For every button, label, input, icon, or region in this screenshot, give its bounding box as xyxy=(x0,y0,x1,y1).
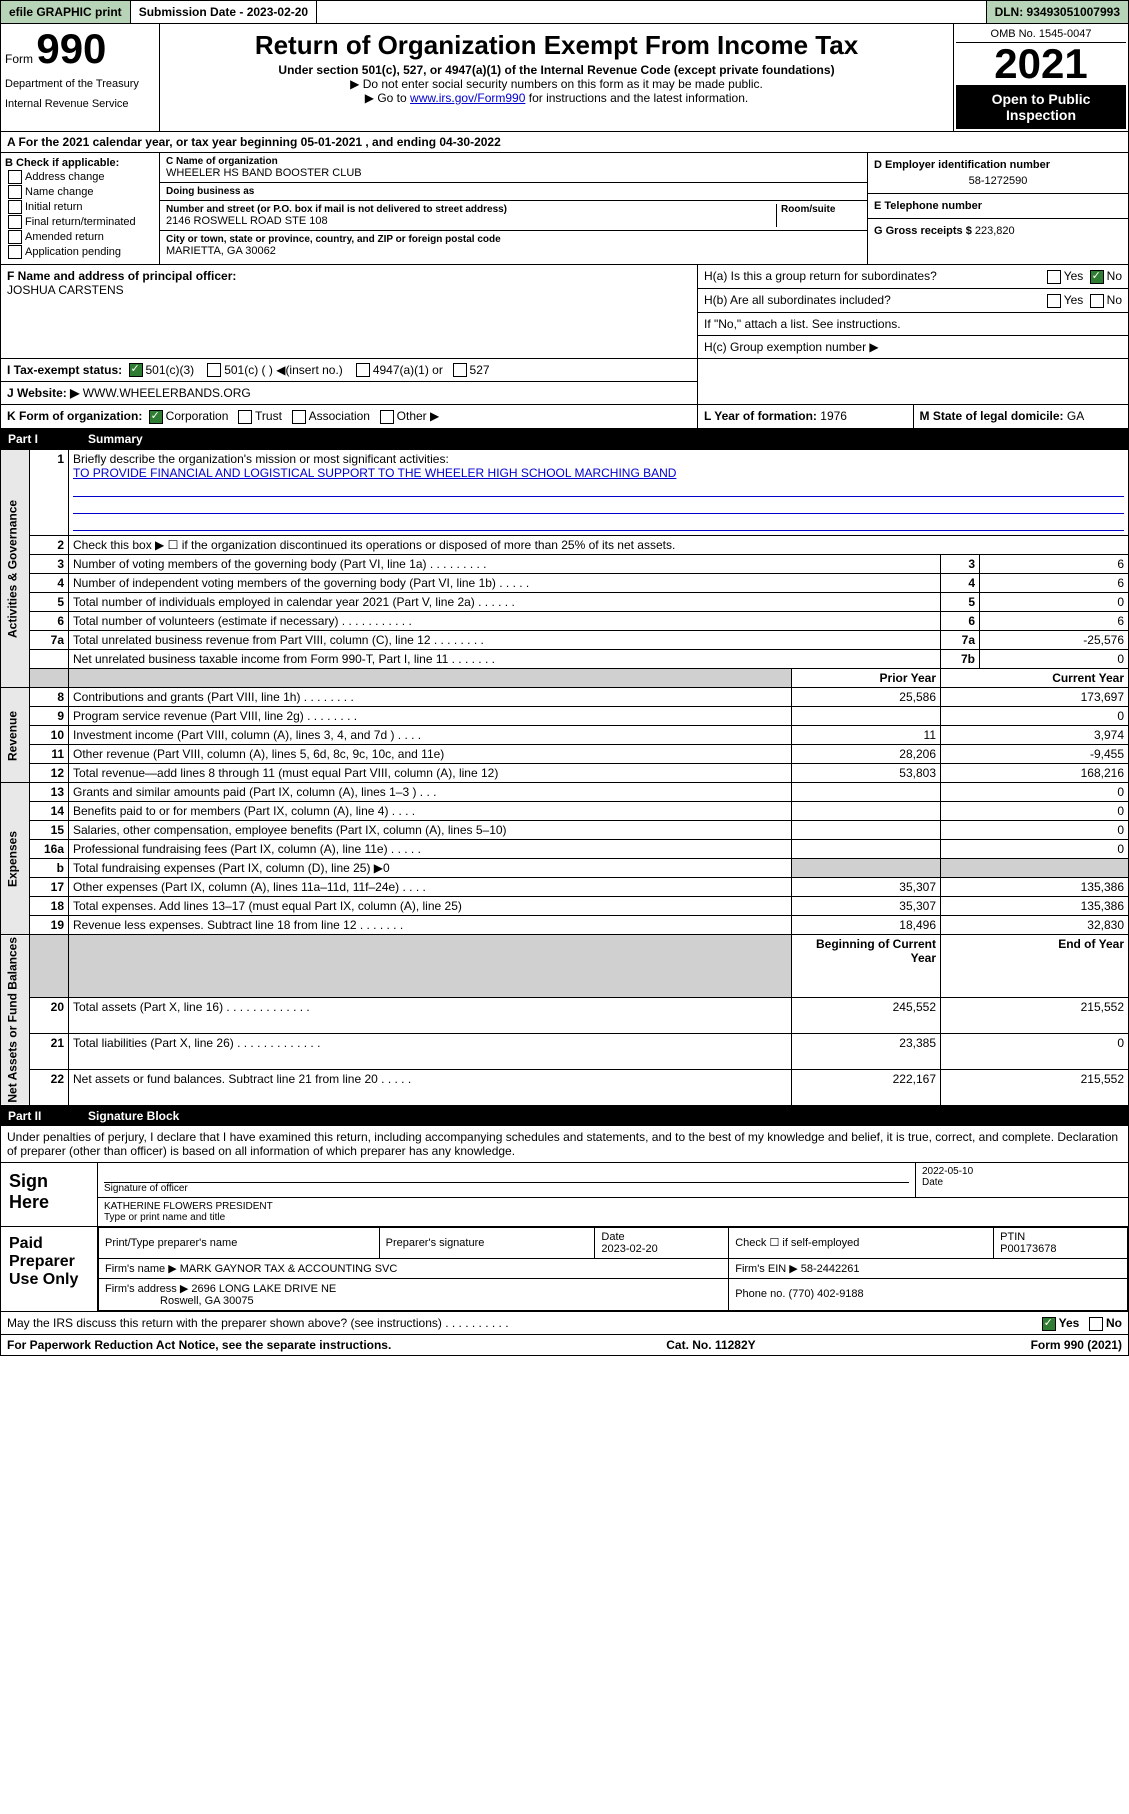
name-col: C Name of organization WHEELER HS BAND B… xyxy=(160,153,868,264)
j-label: J Website: ▶ xyxy=(7,386,79,400)
irs-link[interactable]: www.irs.gov/Form990 xyxy=(410,91,525,105)
i-label: I Tax-exempt status: xyxy=(7,363,122,377)
note-link: ▶ Go to www.irs.gov/Form990 for instruct… xyxy=(164,91,949,105)
tab-governance: Activities & Governance xyxy=(1,450,30,688)
addr-label: Number and street (or P.O. box if mail i… xyxy=(166,204,776,215)
cb-amended[interactable]: Amended return xyxy=(5,230,155,244)
hb-label: H(b) Are all subordinates included? xyxy=(704,293,891,308)
part1-header: Part I Summary xyxy=(0,429,1129,449)
entity-block: B Check if applicable: Address change Na… xyxy=(0,153,1129,265)
dba-label: Doing business as xyxy=(166,186,861,197)
form-ref: Form 990 (2021) xyxy=(1031,1338,1122,1352)
officer-h-grid: F Name and address of principal officer:… xyxy=(0,265,1129,359)
type-name-lbl: Type or print name and title xyxy=(104,1212,225,1223)
tab-expenses: Expenses xyxy=(1,783,30,935)
form-number: 990 xyxy=(36,25,106,72)
k-corp xyxy=(149,410,163,424)
paperwork: For Paperwork Reduction Act Notice, see … xyxy=(7,1338,391,1352)
right-col: D Employer identification number 58-1272… xyxy=(868,153,1128,264)
k-label: K Form of organization: xyxy=(7,409,142,423)
signature-block: Under penalties of perjury, I declare th… xyxy=(0,1126,1129,1335)
501c3-check xyxy=(129,363,143,377)
summary-table: Activities & Governance 1 Briefly descri… xyxy=(0,449,1129,1106)
spacer xyxy=(317,1,986,23)
org-name: WHEELER HS BAND BOOSTER CLUB xyxy=(166,167,861,179)
period-row: A For the 2021 calendar year, or tax yea… xyxy=(0,132,1129,153)
dept-treasury: Department of the Treasury xyxy=(5,78,155,90)
prep-sig-lbl: Preparer's signature xyxy=(379,1227,595,1258)
c-label: C Name of organization xyxy=(166,156,861,167)
ha-label: H(a) Is this a group return for subordin… xyxy=(704,269,937,284)
hb-note: If "No," attach a list. See instructions… xyxy=(698,313,1128,336)
ha-no-check xyxy=(1090,270,1104,284)
website: WWW.WHEELERBANDS.ORG xyxy=(83,386,251,400)
m-label: M State of legal domicile: xyxy=(920,409,1064,423)
d-label: D Employer identification number xyxy=(874,159,1122,171)
cb-addr[interactable]: Address change xyxy=(5,170,155,184)
note-ssn: ▶ Do not enter social security numbers o… xyxy=(164,77,949,91)
hc-label: H(c) Group exemption number ▶ xyxy=(698,336,1128,358)
inspection-badge: Open to Public Inspection xyxy=(956,85,1126,129)
discuss: May the IRS discuss this return with the… xyxy=(7,1316,509,1330)
e-label: E Telephone number xyxy=(874,200,1122,212)
dln: DLN: 93493051007993 xyxy=(987,1,1128,23)
mission: TO PROVIDE FINANCIAL AND LOGISTICAL SUPP… xyxy=(73,466,676,480)
form-number-cell: Form 990 Department of the Treasury Inte… xyxy=(1,24,160,131)
check-header: B Check if applicable: xyxy=(5,157,155,169)
sig-officer-lbl: Signature of officer xyxy=(104,1183,188,1194)
cat-no: Cat. No. 11282Y xyxy=(666,1338,755,1352)
room-label: Room/suite xyxy=(781,204,861,215)
form-prefix: Form xyxy=(5,52,33,66)
form-header: Form 990 Department of the Treasury Inte… xyxy=(0,24,1129,132)
year-cell: OMB No. 1545-0047 2021 Open to Public In… xyxy=(954,24,1128,131)
cb-initial[interactable]: Initial return xyxy=(5,200,155,214)
sig-date: 2022-05-10 xyxy=(922,1166,1122,1177)
date-lbl: Date xyxy=(922,1177,943,1188)
footer: For Paperwork Reduction Act Notice, see … xyxy=(0,1335,1129,1356)
l-val: 1976 xyxy=(820,409,847,423)
tab-revenue: Revenue xyxy=(1,688,30,783)
gross-receipts: 223,820 xyxy=(975,225,1015,237)
org-addr: 2146 ROSWELL ROAD STE 108 xyxy=(166,215,776,227)
f-label: F Name and address of principal officer: xyxy=(7,269,236,283)
submission-date: Submission Date - 2023-02-20 xyxy=(131,1,317,23)
discuss-yes xyxy=(1042,1317,1056,1331)
irs-label: Internal Revenue Service xyxy=(5,98,155,110)
officer-name: JOSHUA CARSTENS xyxy=(7,283,124,297)
top-bar: efile GRAPHIC print Submission Date - 20… xyxy=(0,0,1129,24)
q2: Check this box ▶ ☐ if the organization d… xyxy=(69,536,1129,555)
efile-label: efile GRAPHIC print xyxy=(1,1,131,23)
l-label: L Year of formation: xyxy=(704,409,817,423)
sign-here: Sign Here xyxy=(1,1163,98,1226)
tax-year: 2021 xyxy=(956,43,1126,85)
check-col: B Check if applicable: Address change Na… xyxy=(1,153,160,264)
preparer-table: Print/Type preparer's name Preparer's si… xyxy=(98,1227,1128,1311)
declaration: Under penalties of perjury, I declare th… xyxy=(1,1126,1128,1162)
q1: Briefly describe the organization's miss… xyxy=(73,452,449,466)
tab-netassets: Net Assets or Fund Balances xyxy=(1,935,30,1106)
org-city: MARIETTA, GA 30062 xyxy=(166,245,861,257)
status-grid: I Tax-exempt status: 501(c)(3) 501(c) ( … xyxy=(0,359,1129,406)
klm-grid: K Form of organization: Corporation Trus… xyxy=(0,405,1129,429)
part2-header: Part II Signature Block xyxy=(0,1106,1129,1126)
prep-name-lbl: Print/Type preparer's name xyxy=(99,1227,380,1258)
check-self: Check ☐ if self-employed xyxy=(729,1227,994,1258)
ein: 58-1272590 xyxy=(874,171,1122,187)
paid-preparer: Paid Preparer Use Only xyxy=(1,1227,98,1311)
g-label: G Gross receipts $ xyxy=(874,225,972,237)
form-subtitle: Under section 501(c), 527, or 4947(a)(1)… xyxy=(164,63,949,77)
form-title: Return of Organization Exempt From Incom… xyxy=(164,30,949,61)
city-label: City or town, state or province, country… xyxy=(166,234,861,245)
m-val: GA xyxy=(1067,409,1084,423)
cb-name[interactable]: Name change xyxy=(5,185,155,199)
officer-name-title: KATHERINE FLOWERS PRESIDENT xyxy=(104,1201,1122,1212)
cb-pending[interactable]: Application pending xyxy=(5,245,155,259)
cb-final[interactable]: Final return/terminated xyxy=(5,215,155,229)
title-cell: Return of Organization Exempt From Incom… xyxy=(160,24,954,131)
